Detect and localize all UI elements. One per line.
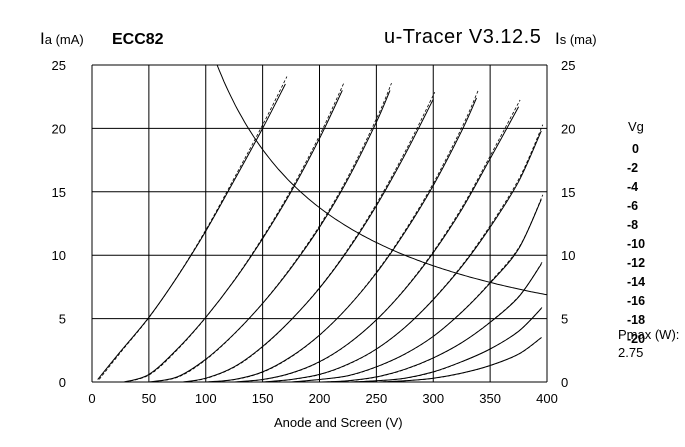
series-curve-dashed-vg-m10 (235, 99, 521, 383)
left-y-tick-label: 25 (52, 58, 66, 73)
x-tick-label: 100 (195, 391, 217, 406)
series-curve-vg-m16 (319, 263, 542, 383)
left-axis-label: Ia (mA) (40, 29, 84, 48)
right-y-tick-label: 5 (561, 312, 568, 327)
series-curve-vg-m6 (182, 98, 434, 383)
series-curve-dashed-vg-m16 (320, 260, 544, 383)
legend-item-vg-m2: -2 (627, 161, 639, 175)
legend-item-vg-m6: -6 (627, 199, 639, 213)
x-tick-label: 50 (142, 391, 156, 406)
series-curve-vg-m8 (205, 97, 477, 383)
pmax-label: Pmax (W): (618, 327, 680, 342)
series-curve-vg-0 (97, 83, 286, 380)
legend-item-vg-m20: -20 (627, 332, 646, 346)
right-y-tick-label: 0 (561, 375, 568, 390)
left-y-tick-label: 15 (52, 185, 66, 200)
legend-item-vg-m4: -4 (627, 180, 639, 194)
x-tick-label: 300 (422, 391, 444, 406)
series-curve-dashed-vg-m14 (292, 194, 544, 383)
legend-item-vg-m18: -18 (627, 313, 646, 327)
legend-item-vg-m10: -10 (627, 237, 646, 251)
x-axis-title: Anode and Screen (V) (274, 415, 403, 430)
pmax-curve (216, 64, 548, 296)
series-curve-dashed-vg-m8 (207, 90, 479, 383)
right-y-tick-label: 20 (561, 121, 575, 136)
right-y-tick-label: 10 (561, 248, 575, 263)
x-tick-label: 250 (366, 391, 388, 406)
series-curve-dashed-vg-m6 (184, 92, 436, 383)
x-tick-label: 400 (536, 391, 558, 406)
left-y-tick-label: 20 (52, 121, 66, 136)
left-y-tick-label: 5 (59, 312, 66, 327)
series-curve-dashed-vg-0 (98, 76, 288, 380)
series-curve-vg-m14 (291, 199, 542, 383)
series-curve-vg-m4 (148, 90, 391, 383)
legend-item-vg-m16: -16 (627, 294, 646, 308)
legend-item-vg-m12: -12 (627, 256, 646, 270)
series-curve-vg-m20 (376, 337, 542, 383)
left-y-tick-label: 0 (59, 375, 66, 390)
legend-item-vg-0: 0 (632, 142, 639, 156)
x-tick-label: 200 (309, 391, 331, 406)
series-curve-vg-m10 (234, 106, 520, 383)
right-y-tick-label: 15 (561, 185, 575, 200)
x-tick-label: 350 (479, 391, 501, 406)
x-tick-label: 150 (252, 391, 274, 406)
series-curve-vg-m2 (123, 90, 343, 383)
x-tick-label: 0 (88, 391, 95, 406)
legend-title: Vg (628, 119, 644, 134)
legend-item-vg-m8: -8 (627, 218, 639, 232)
left-y-tick-label: 10 (52, 248, 66, 263)
series-curve-vg-m18 (347, 308, 542, 383)
pmax-value: 2.75 (618, 345, 644, 360)
right-y-tick-label: 25 (561, 58, 575, 73)
tube-type-title: ECC82 (112, 31, 164, 48)
series-curve-vg-m12 (262, 130, 542, 383)
software-version-label: u-Tracer V3.12.5 (384, 26, 542, 48)
legend-item-vg-m14: -14 (627, 275, 646, 289)
series-curve-dashed-vg-m4 (150, 82, 392, 383)
right-axis-label: Is (ma) (555, 29, 597, 48)
